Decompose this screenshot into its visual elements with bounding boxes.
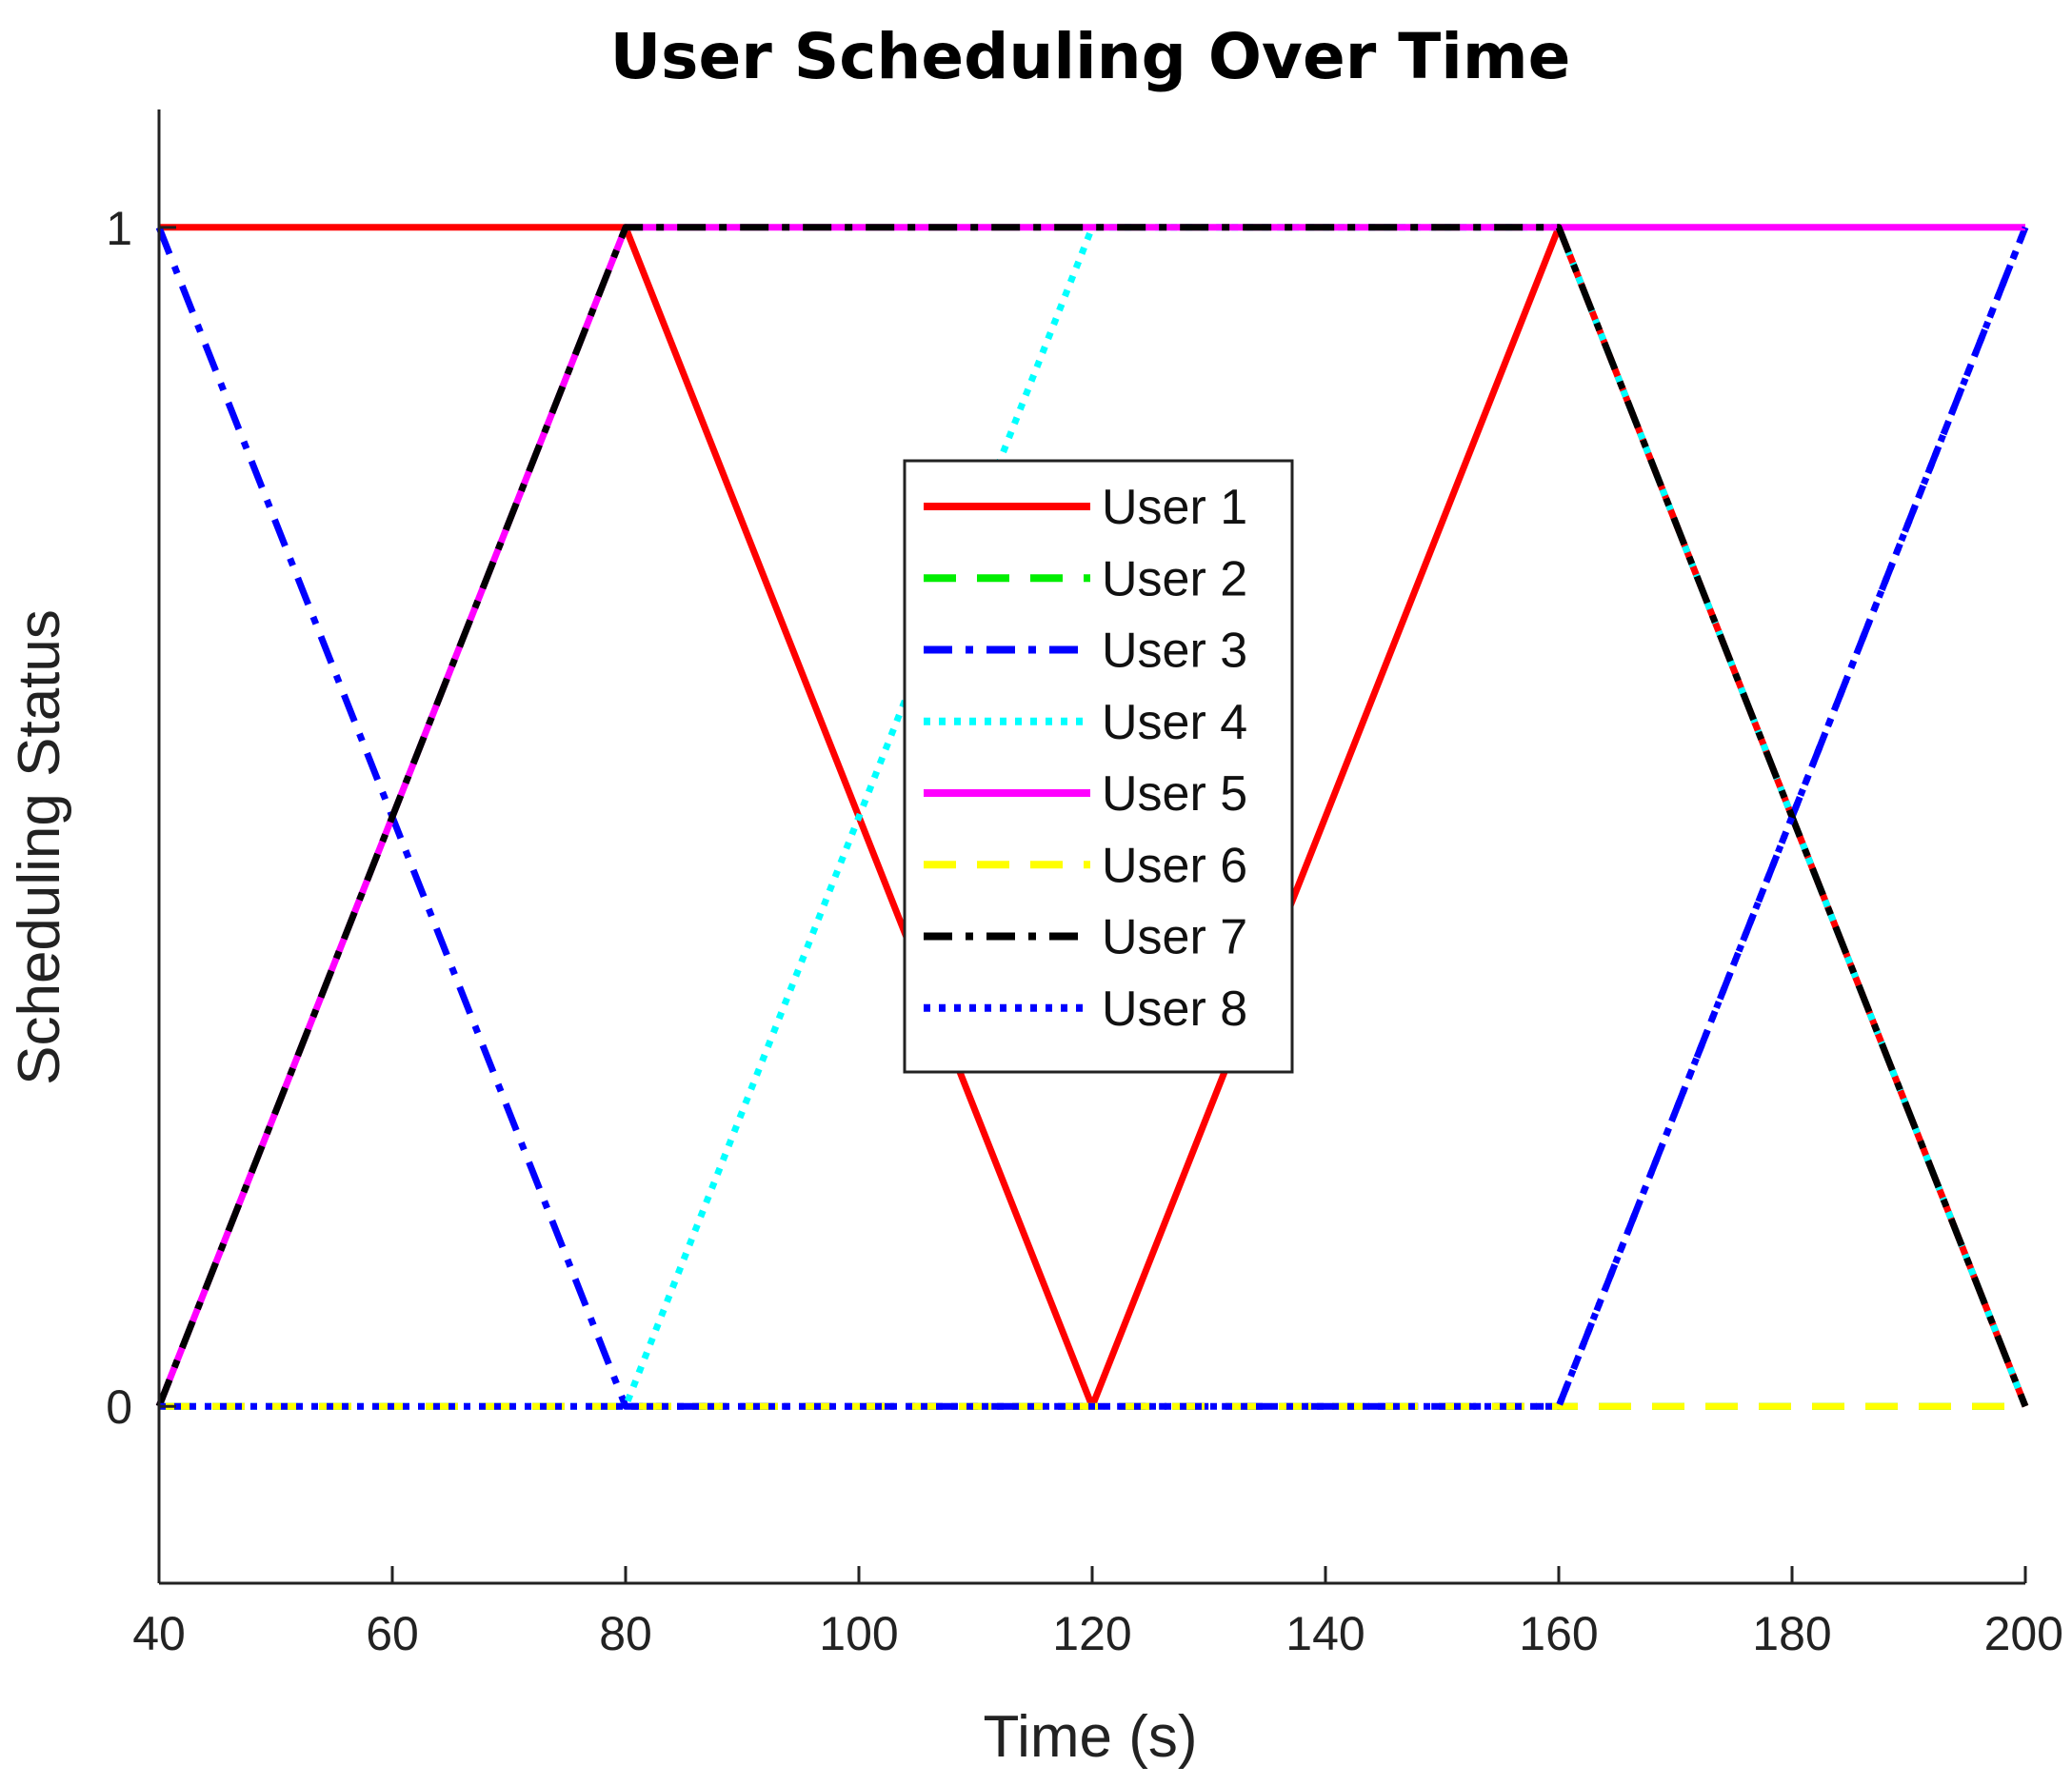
- x-tick-label: 160: [1519, 1607, 1598, 1660]
- legend-entry-label: User 8: [1102, 982, 1247, 1037]
- x-tick-label: 80: [599, 1607, 652, 1660]
- legend-entry-label: User 2: [1102, 551, 1247, 606]
- y-tick-label: 1: [106, 202, 132, 255]
- x-tick-label: 180: [1752, 1607, 1831, 1660]
- x-axis-label: Time (s): [984, 1704, 1198, 1770]
- legend-entry-label: User 3: [1102, 624, 1247, 679]
- axes: 40 60 80 100 120 140 160 180 200 0 1: [106, 109, 2063, 1660]
- legend-entry-label: User 1: [1102, 480, 1247, 535]
- x-tick-label: 60: [366, 1607, 419, 1660]
- legend-entry-label: User 6: [1102, 838, 1247, 893]
- y-axis-label: Scheduling Status: [7, 609, 72, 1085]
- legend: User 1 User 2 User 3 User 4 User 5 User 6 User…: [903, 459, 1294, 1074]
- chart-title: User Scheduling Over Time: [610, 20, 1571, 93]
- series-line-user-7: [155, 224, 2029, 1408]
- legend-entry-label: User 4: [1102, 695, 1247, 750]
- legend-entry-label: User 5: [1102, 766, 1247, 822]
- legend-entry-label: User 7: [1102, 910, 1247, 965]
- x-tick-label: 40: [132, 1607, 186, 1660]
- x-tick-label: 200: [1984, 1607, 2063, 1660]
- series-line-user-3: [155, 226, 2029, 1410]
- x-tick-label: 140: [1285, 1607, 1365, 1660]
- x-tick-label: 100: [819, 1607, 898, 1660]
- series-layer: [155, 224, 2029, 1410]
- legend-box: [903, 459, 1294, 1074]
- series-line-user-8: [159, 226, 2029, 1410]
- y-tick-label: 0: [106, 1380, 132, 1434]
- x-tick-label: 120: [1052, 1607, 1131, 1660]
